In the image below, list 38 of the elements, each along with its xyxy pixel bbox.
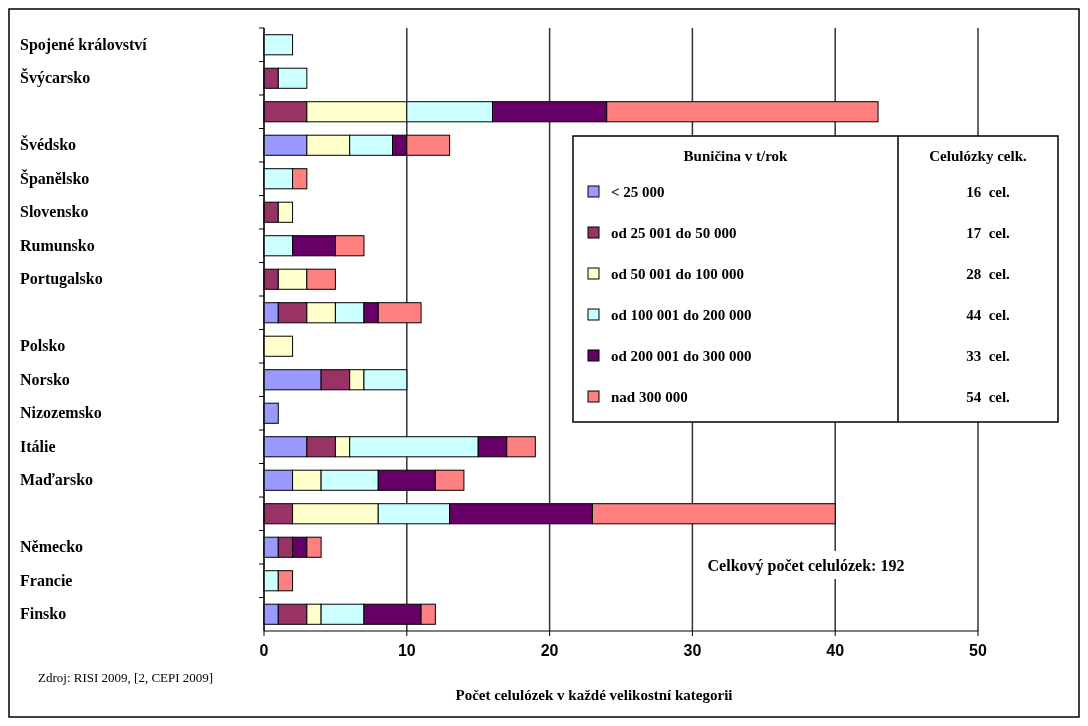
annotation: Celkový počet celulózek: 192 bbox=[707, 557, 905, 575]
y-tick-label: Spojené království bbox=[20, 35, 148, 54]
x-tick-label: 40 bbox=[826, 642, 845, 659]
y-tick-label: Maďarsko bbox=[20, 471, 94, 489]
legend-label: od 200 001 do 300 000 bbox=[611, 348, 752, 364]
legend-label: od 25 001 do 50 000 bbox=[611, 225, 737, 241]
annotation: 33 cel. bbox=[966, 348, 1011, 364]
legend-label: od 50 001 do 100 000 bbox=[611, 266, 744, 282]
annotation: 16 cel. bbox=[966, 184, 1011, 200]
y-tick-label: Polsko bbox=[20, 337, 66, 355]
y-tick-label: Rumunsko bbox=[20, 236, 95, 254]
x-tick-label: 50 bbox=[969, 642, 987, 659]
legend-title: Buničina v t/rok bbox=[683, 148, 789, 164]
y-tick-label: Německo bbox=[20, 538, 84, 556]
y-tick-label: Švýcarsko bbox=[20, 68, 91, 88]
y-tick-label: Francie bbox=[20, 571, 73, 589]
annotation: 28 cel. bbox=[966, 266, 1011, 282]
y-tick-label: Itálie bbox=[20, 437, 56, 455]
x-axis-title: Počet celulózek v každé velikostní kategorii bbox=[455, 687, 733, 703]
y-tick-label: Norsko bbox=[20, 370, 70, 388]
annotation: 44 cel. bbox=[966, 307, 1011, 323]
y-tick-label: Slovensko bbox=[20, 203, 89, 221]
legend-label: nad 300 000 bbox=[611, 389, 688, 405]
y-tick-label: Finsko bbox=[20, 605, 67, 623]
y-tick-label: Švédsko bbox=[20, 135, 77, 154]
text: Zdroj: RISI 2009, [2, CEPI 2009] bbox=[38, 670, 214, 685]
legend-label: < 25 000 bbox=[611, 184, 665, 200]
legend-label: od 100 001 do 200 000 bbox=[611, 307, 752, 323]
x-tick-label: 0 bbox=[259, 642, 269, 659]
annotation: 54 cel. bbox=[966, 389, 1011, 405]
annotation: 17 cel. bbox=[966, 225, 1011, 241]
x-tick-label: 20 bbox=[540, 642, 559, 659]
x-tick-label: 30 bbox=[683, 642, 702, 659]
x-tick-label: 10 bbox=[397, 642, 416, 659]
annotation: Celulózky celk. bbox=[929, 148, 1027, 164]
y-tick-label: Portugalsko bbox=[20, 270, 103, 289]
y-tick-label: Španělsko bbox=[20, 168, 90, 188]
y-tick-label: Nizozemsko bbox=[20, 404, 102, 422]
